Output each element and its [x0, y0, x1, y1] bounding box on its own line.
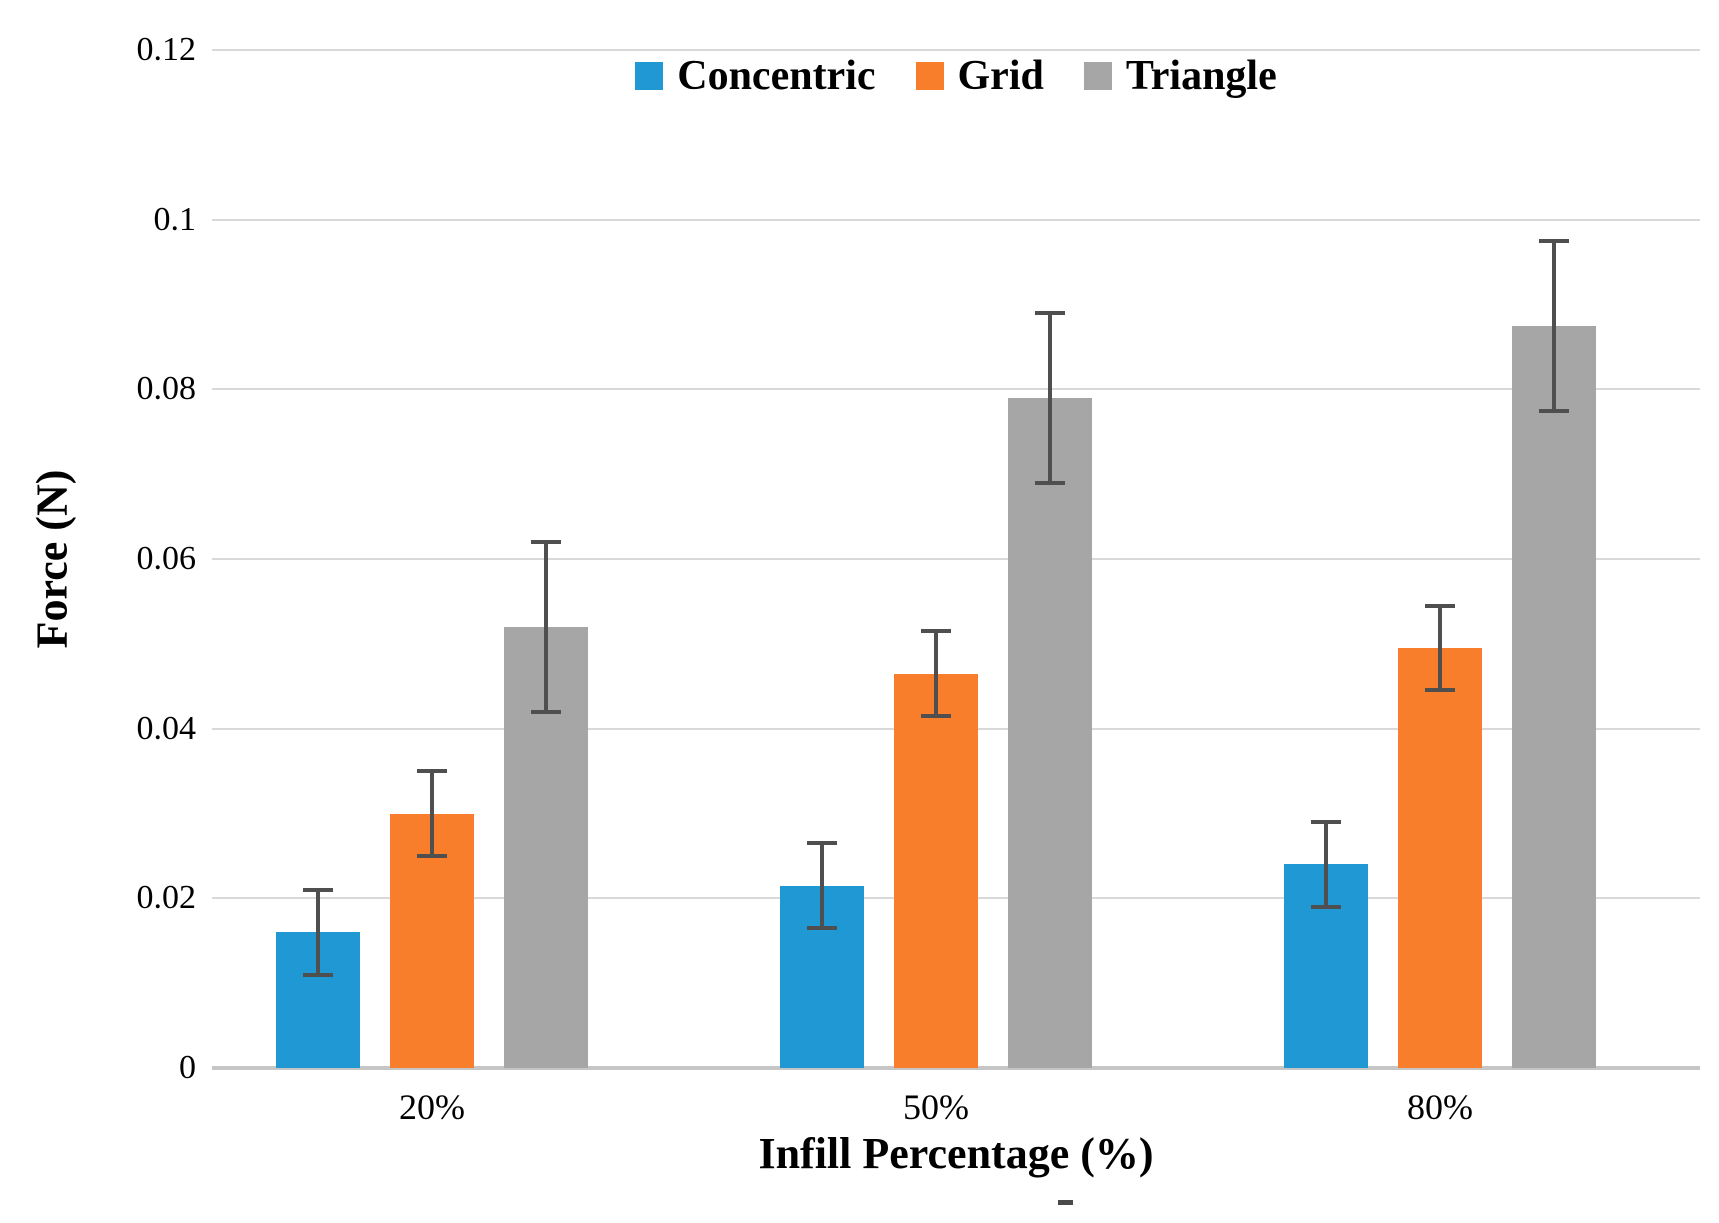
legend-swatch-grid	[915, 62, 944, 90]
error-bar-triangle-50%-bottom-cap	[1035, 480, 1065, 485]
legend-label-concentric: Concentric	[677, 53, 876, 99]
error-bar-concentric-80%	[1324, 821, 1328, 907]
error-bar-triangle-80%-bottom-cap	[1539, 408, 1569, 413]
bar-triangle-80%	[1512, 325, 1596, 1068]
error-bar-triangle-50%	[1048, 312, 1052, 483]
legend-swatch-triangle	[1083, 62, 1112, 90]
gridline	[212, 558, 1700, 560]
error-bar-triangle-80%	[1552, 240, 1556, 411]
legend-label-triangle: Triangle	[1125, 53, 1277, 99]
error-bar-grid-20%-top-cap	[417, 769, 447, 774]
error-bar-triangle-20%-bottom-cap	[531, 709, 561, 714]
error-bar-grid-80%	[1438, 605, 1442, 691]
gridline	[212, 218, 1700, 221]
y-tick-label: 0.02	[136, 879, 197, 917]
error-bar-grid-20%-bottom-cap	[417, 853, 447, 858]
gridline	[212, 49, 1700, 51]
y-tick-label: 0	[179, 1049, 196, 1086]
x-tick-label-50%: 50%	[903, 1087, 969, 1127]
legend-item-triangle: Triangle	[1083, 53, 1277, 99]
error-bar-concentric-80%-bottom-cap	[1311, 904, 1341, 909]
error-bar-concentric-20%	[316, 889, 320, 975]
small-dash-artifact	[1058, 1200, 1073, 1205]
bar-grid-50%	[894, 673, 978, 1068]
error-bar-concentric-20%-bottom-cap	[303, 972, 333, 977]
error-bar-grid-50%-bottom-cap	[921, 713, 951, 718]
error-bar-concentric-80%-top-cap	[1311, 819, 1341, 824]
error-bar-concentric-50%	[820, 843, 824, 929]
x-axis-line	[212, 1066, 1700, 1070]
legend-label-grid: Grid	[957, 53, 1044, 99]
error-bar-grid-50%	[934, 631, 938, 716]
error-bar-triangle-20%	[544, 542, 548, 712]
bar-triangle-50%	[1008, 397, 1092, 1068]
y-tick-label: 0.08	[136, 370, 197, 408]
gridline	[212, 388, 1700, 391]
bar-grid-80%	[1398, 648, 1482, 1068]
x-tick-label-20%: 20%	[399, 1087, 465, 1127]
error-bar-concentric-20%-top-cap	[303, 887, 333, 892]
error-bar-grid-50%-top-cap	[921, 629, 951, 634]
error-bar-grid-80%-top-cap	[1425, 603, 1455, 608]
y-tick-label: 0.1	[153, 200, 197, 238]
error-bar-concentric-50%-top-cap	[807, 841, 837, 846]
legend-swatch-concentric	[635, 62, 664, 90]
y-tick-label: 0.06	[136, 540, 197, 577]
error-bar-triangle-50%-top-cap	[1035, 310, 1065, 315]
legend: Concentric Grid Triangle	[212, 50, 1700, 102]
legend-item-grid: Grid	[915, 53, 1044, 99]
error-bar-grid-20%	[430, 771, 434, 856]
x-tick-label-80%: 80%	[1407, 1087, 1473, 1127]
y-tick-label: 0.04	[136, 709, 197, 747]
y-axis-title: Force (N)	[27, 469, 77, 649]
x-axis-title: Infill Percentage (%)	[758, 1129, 1154, 1178]
error-bar-grid-80%-bottom-cap	[1425, 688, 1455, 693]
error-bar-concentric-50%-bottom-cap	[807, 926, 837, 931]
error-bar-triangle-20%-top-cap	[531, 540, 561, 545]
y-tick-label: 0.12	[136, 31, 197, 68]
legend-item-concentric: Concentric	[635, 53, 876, 99]
error-bar-triangle-80%-top-cap	[1539, 238, 1569, 243]
